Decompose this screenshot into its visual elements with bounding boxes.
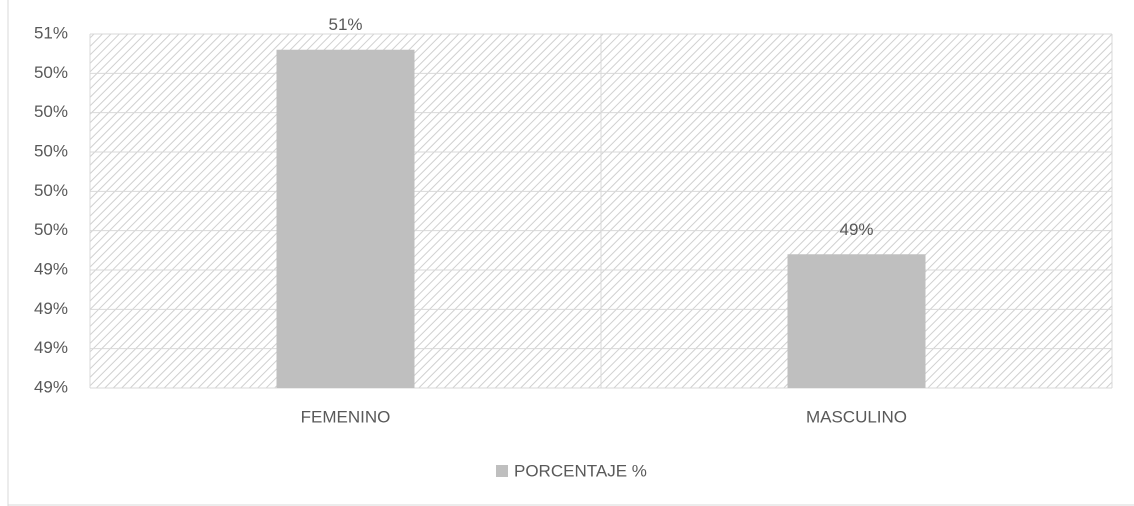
y-tick-label: 49% <box>34 377 68 396</box>
y-tick-label: 49% <box>34 338 68 357</box>
legend-swatch <box>496 465 508 477</box>
data-label: 49% <box>839 220 873 239</box>
bar <box>276 49 415 388</box>
y-tick-label: 50% <box>34 141 68 160</box>
y-tick-label: 50% <box>34 181 68 200</box>
chart-frame <box>7 0 1134 506</box>
bar <box>787 254 926 388</box>
y-tick-label: 50% <box>34 102 68 121</box>
y-tick-label: 50% <box>34 220 68 239</box>
y-tick-label: 49% <box>34 299 68 318</box>
y-tick-label: 50% <box>34 63 68 82</box>
y-tick-label: 51% <box>34 23 68 42</box>
x-tick-label: FEMENINO <box>301 407 391 426</box>
x-tick-label: MASCULINO <box>806 407 907 426</box>
legend-label: PORCENTAJE % <box>514 461 647 480</box>
y-tick-label: 49% <box>34 259 68 278</box>
data-label: 51% <box>328 15 362 34</box>
